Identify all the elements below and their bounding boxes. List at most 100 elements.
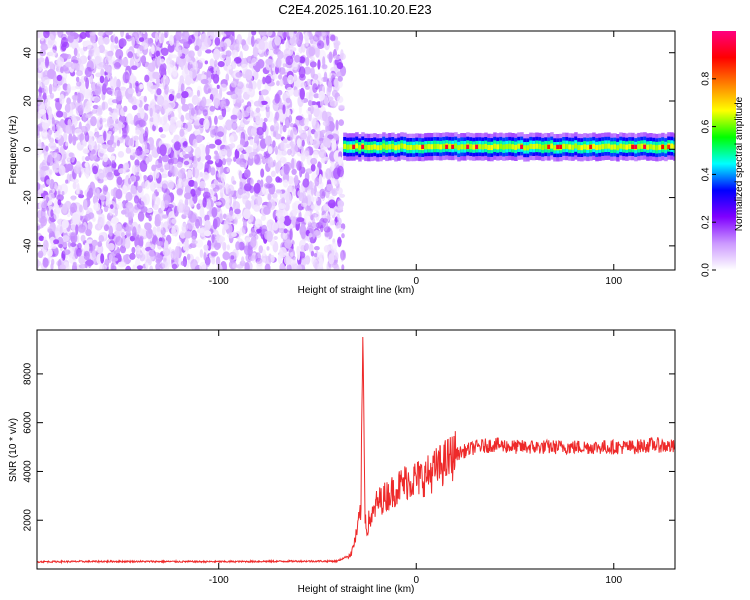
band-cell bbox=[388, 144, 392, 150]
noise-cell bbox=[326, 35, 330, 46]
noise-cell bbox=[197, 48, 202, 57]
noise-cell bbox=[320, 224, 324, 233]
noise-cell bbox=[179, 75, 184, 85]
noise-cell bbox=[133, 135, 139, 141]
noise-cell bbox=[42, 113, 47, 121]
noise-cell bbox=[314, 104, 319, 109]
noise-cell bbox=[125, 222, 133, 233]
band-cell bbox=[550, 143, 554, 149]
noise-cell bbox=[251, 35, 255, 47]
band-cell bbox=[454, 143, 458, 149]
noise-cell bbox=[195, 218, 200, 229]
noise-cell bbox=[210, 183, 216, 189]
noise-cell bbox=[149, 250, 155, 257]
noise-cell bbox=[79, 31, 87, 40]
noise-cell bbox=[49, 179, 55, 190]
noise-cell bbox=[56, 84, 61, 91]
noise-cell bbox=[309, 236, 314, 244]
noise-cell bbox=[80, 190, 84, 196]
noise-cell bbox=[315, 47, 320, 58]
noise-cell bbox=[173, 134, 180, 140]
noise-cell bbox=[282, 138, 288, 144]
noise-cell bbox=[82, 112, 87, 123]
noise-cell bbox=[211, 206, 218, 218]
colorbar-tick-label: 0.0 bbox=[701, 263, 712, 277]
noise-cell bbox=[303, 124, 309, 131]
noise-cell bbox=[172, 157, 179, 165]
noise-cell bbox=[156, 240, 164, 247]
noise-cell bbox=[285, 55, 294, 66]
noise-cell bbox=[308, 100, 313, 107]
band-cell bbox=[442, 143, 446, 149]
noise-cell bbox=[59, 264, 66, 270]
band-cell bbox=[493, 143, 497, 149]
noise-cell bbox=[232, 180, 237, 185]
noise-cell bbox=[210, 244, 214, 250]
band-cell bbox=[403, 143, 407, 149]
band-cell bbox=[448, 143, 452, 149]
noise-cell bbox=[304, 216, 312, 224]
noise-cell bbox=[233, 57, 242, 64]
noise-cell bbox=[264, 263, 271, 270]
noise-cell bbox=[290, 252, 294, 257]
band-cell bbox=[553, 145, 557, 151]
noise-cell bbox=[225, 31, 233, 36]
noise-cell bbox=[100, 264, 107, 270]
noise-cell bbox=[293, 31, 297, 34]
noise-cell bbox=[230, 60, 237, 70]
noise-cell bbox=[48, 216, 53, 224]
band-cell bbox=[622, 144, 626, 150]
noise-cell bbox=[340, 249, 346, 261]
noise-cell bbox=[135, 139, 139, 149]
noise-cell bbox=[119, 244, 127, 254]
noise-cell bbox=[323, 245, 330, 253]
band-cell bbox=[514, 144, 518, 150]
noise-cell bbox=[313, 150, 319, 160]
noise-cell bbox=[167, 64, 175, 76]
noise-cell bbox=[201, 96, 207, 108]
noise-cell bbox=[85, 229, 92, 237]
noise-cell bbox=[85, 102, 89, 110]
noise-cell bbox=[164, 84, 169, 95]
noise-cell bbox=[84, 162, 89, 168]
noise-cell bbox=[135, 80, 139, 87]
noise-cell bbox=[96, 63, 104, 70]
band-cell bbox=[523, 145, 527, 151]
noise-cell bbox=[43, 31, 50, 39]
noise-cell bbox=[239, 181, 243, 190]
noise-cell bbox=[291, 47, 297, 52]
noise-cell bbox=[78, 133, 85, 141]
noise-cell bbox=[323, 95, 329, 106]
noise-cell bbox=[76, 182, 80, 195]
noise-cell bbox=[114, 36, 119, 44]
noise-cell bbox=[116, 139, 121, 147]
noise-cell bbox=[160, 107, 165, 114]
noise-cell bbox=[136, 48, 141, 57]
noise-cell bbox=[201, 172, 210, 181]
noise-cell bbox=[337, 75, 343, 82]
noise-cell bbox=[95, 72, 103, 78]
noise-cell bbox=[196, 134, 203, 143]
noise-cell bbox=[266, 246, 270, 251]
noise-cell bbox=[283, 215, 292, 227]
band-cell bbox=[409, 144, 413, 150]
noise-cell bbox=[61, 191, 65, 196]
noise-cell bbox=[199, 249, 204, 258]
noise-cell bbox=[225, 54, 231, 67]
noise-cell bbox=[56, 74, 63, 82]
noise-cell bbox=[322, 137, 331, 148]
noise-cell bbox=[180, 114, 185, 123]
noise-cell bbox=[78, 56, 84, 67]
noise-cell bbox=[75, 100, 83, 112]
noise-cell bbox=[205, 144, 210, 156]
y-tick-label: 0 bbox=[23, 146, 34, 152]
noise-cell bbox=[59, 93, 65, 105]
noise-cell bbox=[175, 120, 184, 128]
noise-cell bbox=[88, 212, 95, 220]
noise-cell bbox=[230, 93, 239, 100]
noise-cell bbox=[91, 141, 96, 146]
noise-cell bbox=[92, 104, 99, 110]
noise-cell bbox=[106, 191, 111, 201]
noise-cell bbox=[125, 265, 132, 270]
noise-cell bbox=[222, 241, 227, 251]
